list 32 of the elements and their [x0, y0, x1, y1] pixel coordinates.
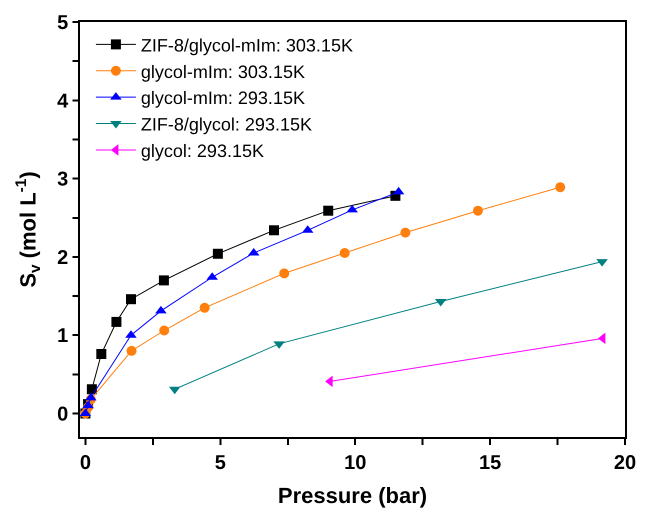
- x-tick-label: 5: [214, 452, 226, 474]
- y-tick-label: 2: [57, 246, 68, 269]
- point: [159, 326, 170, 336]
- legend-label: ZIF-8/glycol-mIm: 303.15K: [140, 35, 353, 56]
- y-tick-label: 3: [57, 168, 68, 191]
- legend-label: glycol: 293.15K: [140, 140, 264, 161]
- point: [126, 294, 136, 304]
- point: [472, 206, 483, 216]
- point: [212, 248, 223, 259]
- x-axis-title: Pressure (bar): [278, 483, 428, 508]
- y-tick-label: 5: [57, 12, 68, 34]
- y-tick-label: 0: [57, 404, 68, 426]
- point: [555, 182, 566, 192]
- point: [323, 206, 334, 216]
- x-tick-label: 15: [478, 452, 502, 474]
- x-tick-label: 20: [614, 452, 636, 474]
- legend-label: ZIF-8/glycol: 293.15K: [140, 114, 312, 135]
- legend-label: glycol-mIm: 293.15K: [140, 88, 305, 108]
- point: [126, 346, 137, 356]
- y-tick-label: 1: [57, 325, 68, 348]
- point: [111, 316, 122, 327]
- x-tick-label: 0: [80, 452, 91, 474]
- legend-label: glycol-mIm: 303.15K: [140, 62, 305, 82]
- x-tick-label: 10: [344, 452, 366, 474]
- point: [400, 228, 410, 238]
- point: [200, 302, 210, 313]
- point: [96, 349, 106, 359]
- point: [279, 268, 290, 278]
- point: [268, 225, 279, 236]
- point: [158, 275, 169, 286]
- y-tick-label: 4: [57, 90, 70, 112]
- point: [340, 248, 350, 258]
